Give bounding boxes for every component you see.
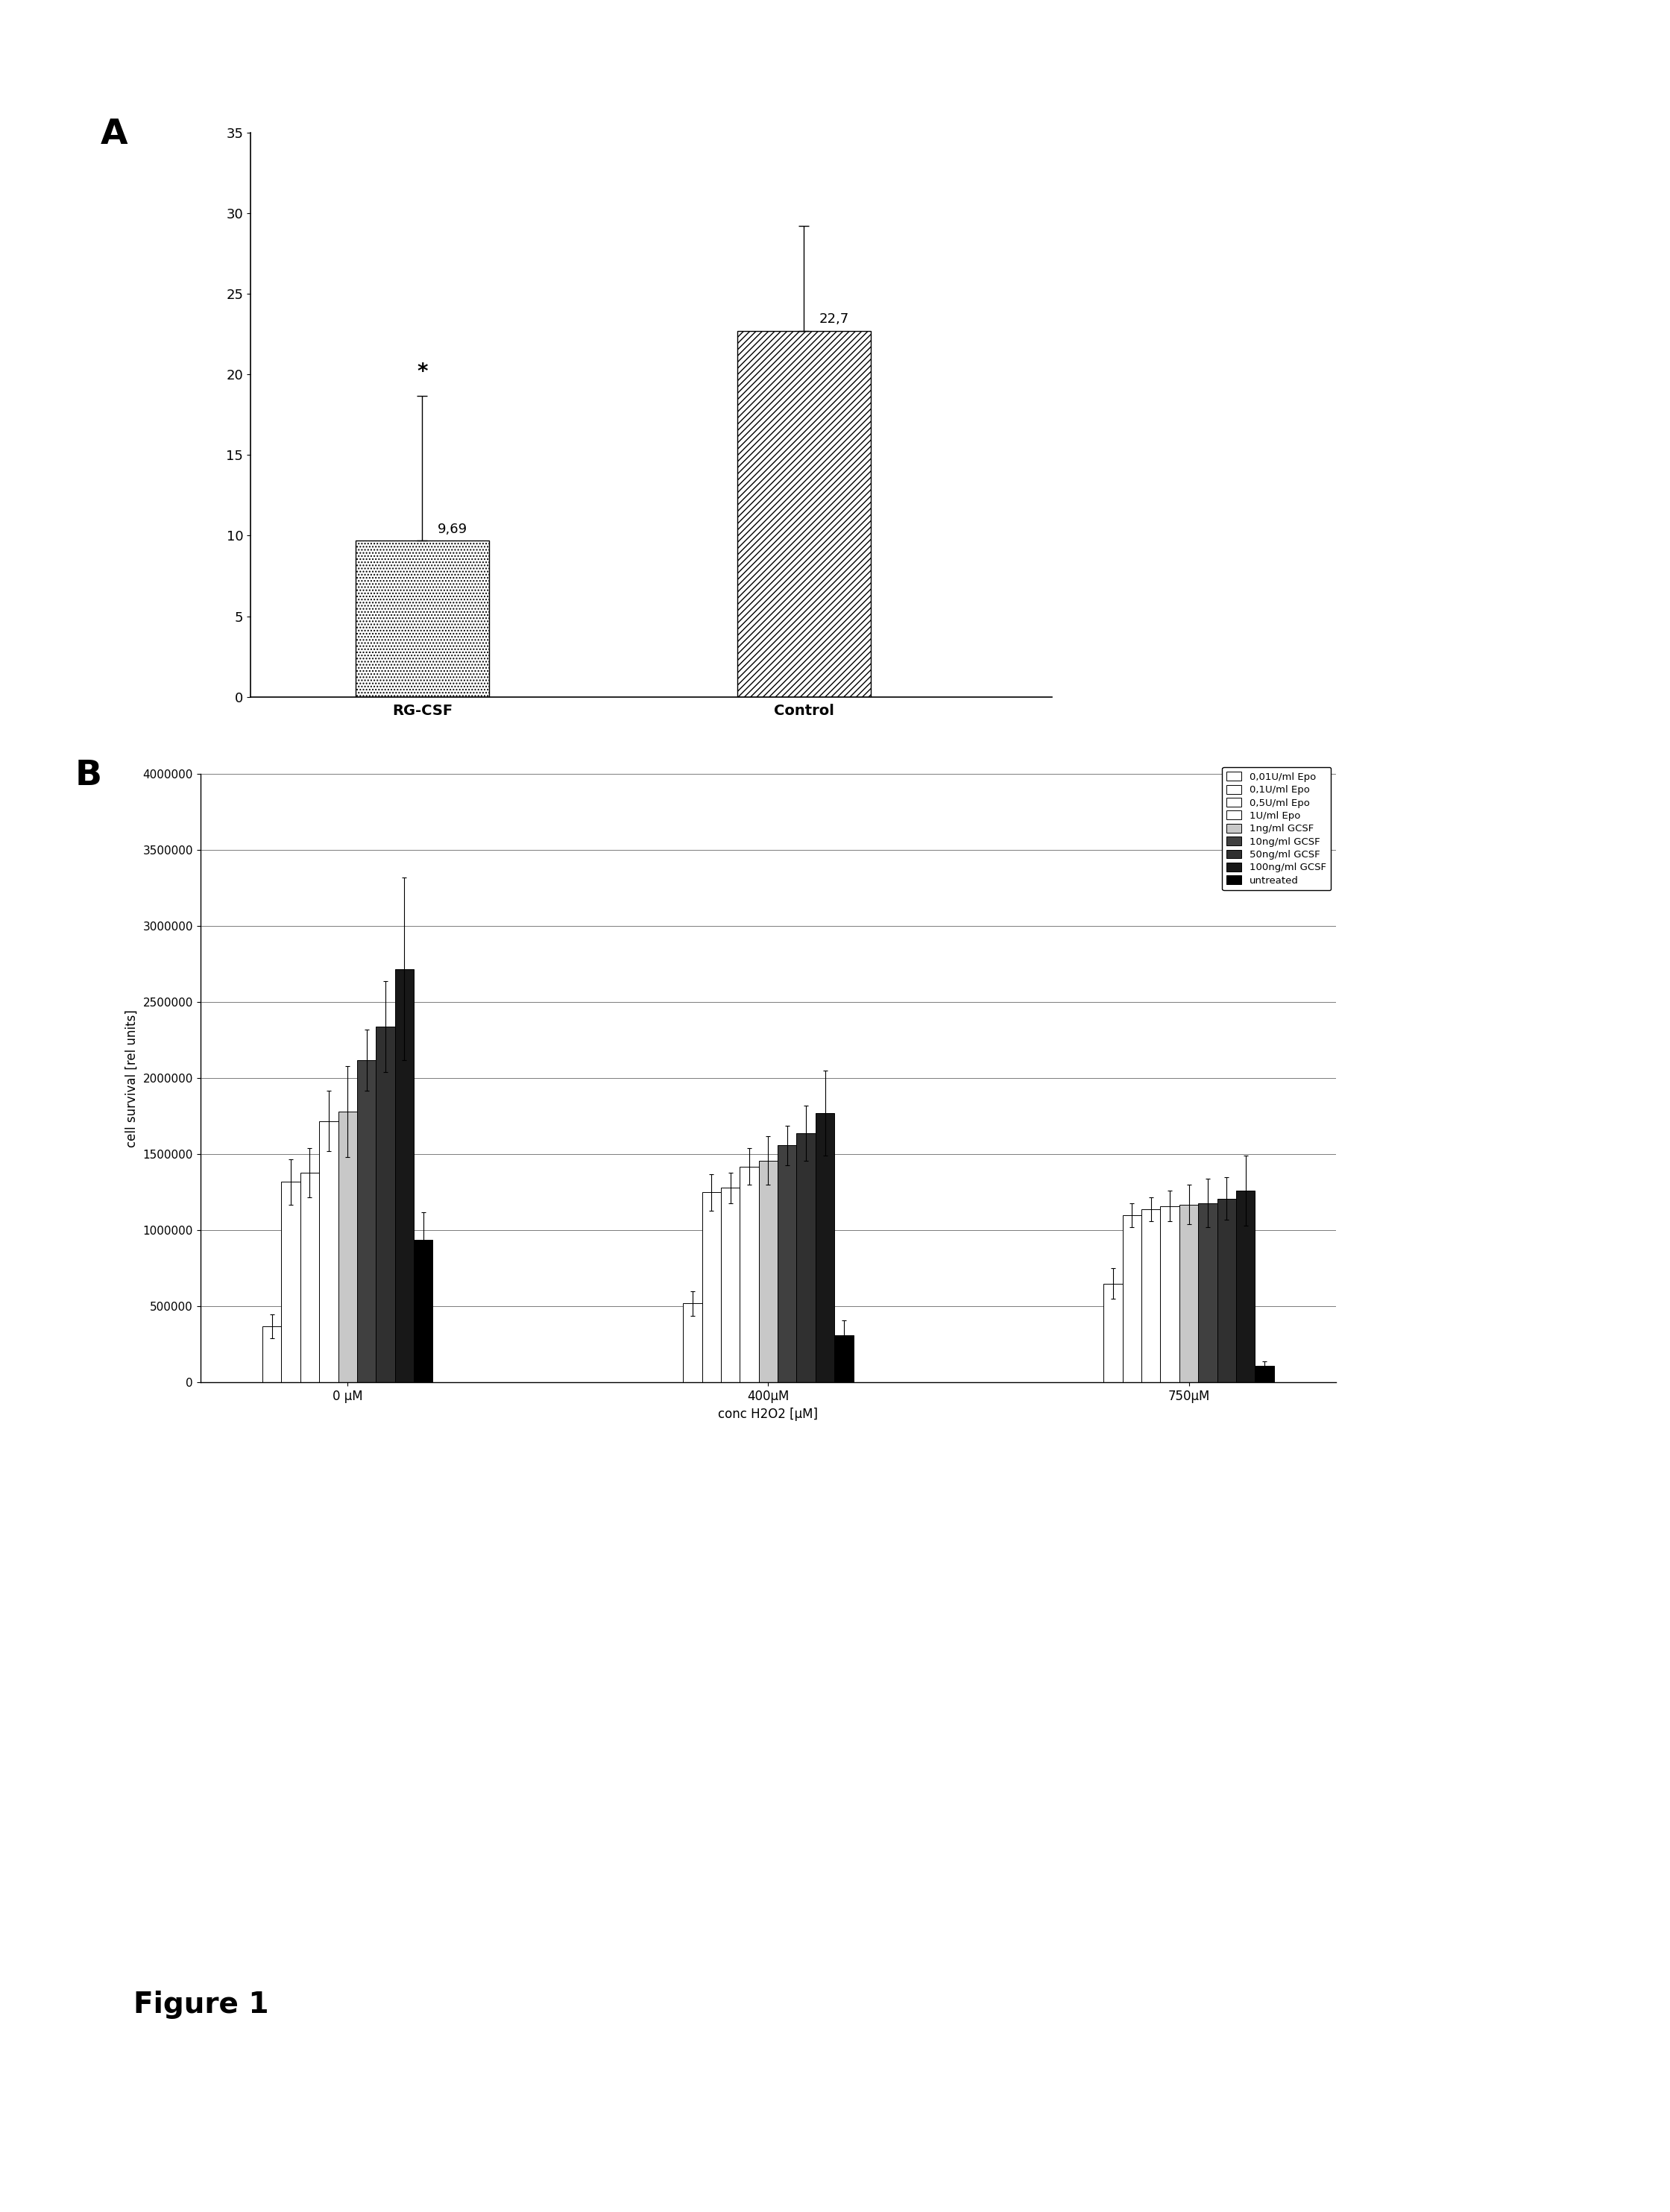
Bar: [301, 1172, 319, 1382]
Bar: [357, 1060, 376, 1382]
Bar: [1122, 1214, 1142, 1382]
Bar: [740, 1166, 758, 1382]
Bar: [281, 1181, 301, 1382]
Bar: [376, 1026, 394, 1382]
Bar: [356, 540, 489, 697]
Text: A: A: [100, 117, 127, 150]
Bar: [1161, 1206, 1179, 1382]
Y-axis label: cell survival [rel units]: cell survival [rel units]: [125, 1009, 139, 1148]
Text: 9,69: 9,69: [438, 522, 468, 535]
Bar: [1104, 1283, 1122, 1382]
Bar: [1142, 1210, 1161, 1382]
Text: Figure 1: Figure 1: [134, 1991, 269, 2020]
Bar: [1217, 1199, 1236, 1382]
Bar: [736, 332, 870, 697]
Bar: [1236, 1190, 1256, 1382]
Bar: [701, 1192, 721, 1382]
Bar: [721, 1188, 740, 1382]
Bar: [414, 1239, 433, 1382]
Bar: [1199, 1203, 1217, 1382]
Bar: [815, 1113, 835, 1382]
Bar: [758, 1161, 778, 1382]
Bar: [1179, 1206, 1199, 1382]
Text: B: B: [75, 759, 102, 792]
Bar: [683, 1303, 701, 1382]
Bar: [394, 969, 414, 1382]
Bar: [778, 1146, 797, 1382]
Bar: [1256, 1365, 1274, 1382]
X-axis label: conc H2O2 [μM]: conc H2O2 [μM]: [718, 1407, 818, 1420]
Bar: [319, 1121, 337, 1382]
Text: *: *: [418, 363, 428, 383]
Bar: [262, 1327, 281, 1382]
Bar: [797, 1133, 815, 1382]
Text: 22,7: 22,7: [820, 312, 850, 325]
Bar: [835, 1336, 853, 1382]
Bar: [337, 1113, 357, 1382]
Legend: 0,01U/ml Epo, 0,1U/ml Epo, 0,5U/ml Epo, 1U/ml Epo, 1ng/ml GCSF, 10ng/ml GCSF, 50: 0,01U/ml Epo, 0,1U/ml Epo, 0,5U/ml Epo, …: [1222, 768, 1331, 891]
